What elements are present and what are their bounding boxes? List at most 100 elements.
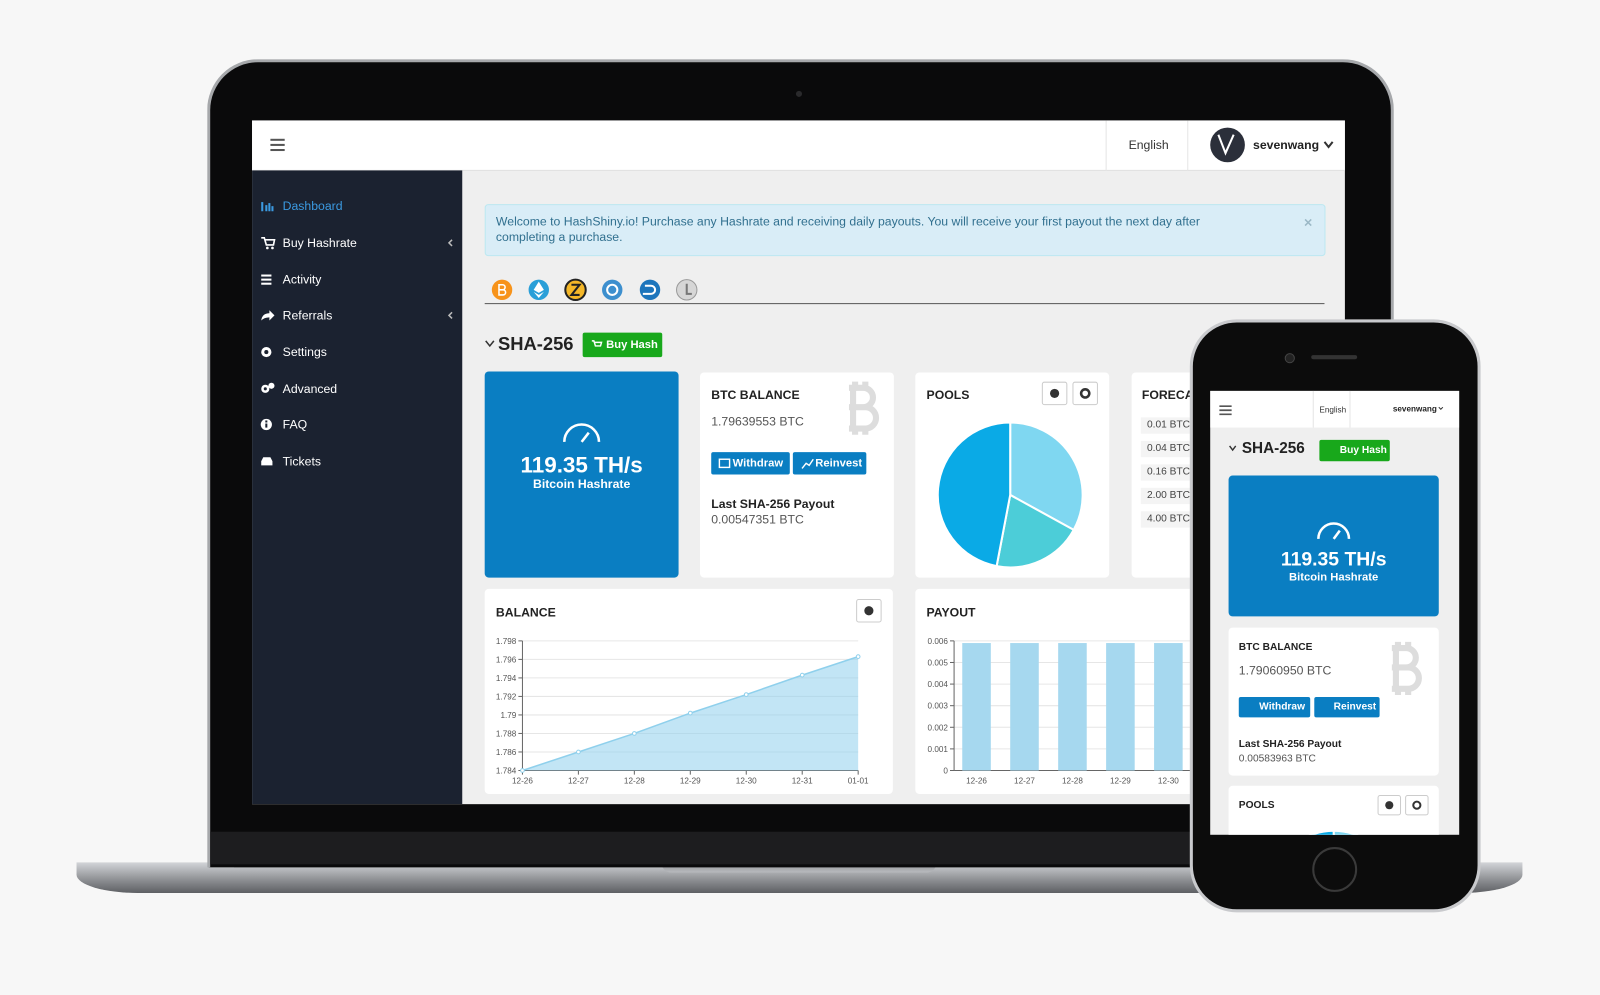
bitcoin-watermark xyxy=(848,381,880,435)
forecast-value: 0.04 BTC xyxy=(1140,440,1197,458)
pie-slice xyxy=(1332,829,1359,835)
withdraw-label[interactable]: Withdraw xyxy=(732,457,784,470)
collapse-icon[interactable] xyxy=(485,340,495,348)
y-tick-label: 1.794 xyxy=(496,674,517,683)
y-tick-label: 0.003 xyxy=(928,702,949,711)
buy-hash-button[interactable] xyxy=(1319,439,1390,462)
y-tick-label: 0.005 xyxy=(928,659,949,668)
section-title: SHA-256 xyxy=(497,333,574,355)
pie-slice xyxy=(936,421,1012,568)
gear-icon xyxy=(1412,800,1422,810)
hashrate-card xyxy=(1228,475,1439,617)
collapse-icon[interactable] xyxy=(1229,445,1237,452)
section-title: SHA-256 xyxy=(1241,439,1305,458)
nav-item[interactable]: Dashboard xyxy=(282,199,343,214)
nav-item[interactable]: Referrals xyxy=(282,308,333,323)
point xyxy=(799,672,805,678)
x-tick-label: 12-27 xyxy=(568,777,589,786)
forecast-value: 0.16 BTC xyxy=(1140,464,1197,481)
gauge-needle xyxy=(1332,529,1341,540)
hashrate-value: 119.35 TH/s xyxy=(1280,549,1387,571)
reinvest-label[interactable]: Reinvest xyxy=(815,457,863,470)
y-tick-label: 0.002 xyxy=(928,723,949,732)
settings-button[interactable] xyxy=(1072,381,1098,406)
y-tick-label: 1.798 xyxy=(496,637,517,646)
withdraw-label[interactable]: Withdraw xyxy=(1259,701,1306,713)
alert-text: Welcome to HashShiny.io! Purchase any Ha… xyxy=(495,214,1200,244)
nav-item[interactable]: Settings xyxy=(282,344,327,360)
language-select[interactable]: English xyxy=(1319,405,1347,415)
reinvest-button[interactable] xyxy=(1314,697,1380,718)
forecast-value: 2.00 BTC xyxy=(1140,487,1197,505)
hashrate-card xyxy=(484,371,679,578)
alert-box xyxy=(484,204,1326,257)
x-tick-label: 01-01 xyxy=(848,777,869,786)
withdraw-button[interactable] xyxy=(1238,697,1311,718)
laptop-screen: 1.784 1.786 1.788 1.79 1.792 1.794 1.796 1.798 1… xyxy=(252,120,1345,805)
screen-content: 1.784 1.786 1.788 1.79 1.792 1.794 1.796 1.798 1… xyxy=(252,120,1345,805)
point xyxy=(632,731,637,736)
reinvest-label[interactable]: Reinvest xyxy=(1333,701,1377,713)
nav-item[interactable]: Tickets xyxy=(282,454,321,469)
nav-item[interactable]: Advanced xyxy=(282,381,338,396)
sidebar-icons xyxy=(260,202,276,466)
buy-hash-label[interactable]: Buy Hash xyxy=(606,338,658,352)
user-chevron[interactable] xyxy=(1438,406,1444,410)
x-tick-label: 12-26 xyxy=(512,777,533,786)
submenu-arrow[interactable] xyxy=(447,239,453,247)
payout-label: Last SHA-256 Payout xyxy=(1238,738,1342,751)
y-tick-label: 1.79 xyxy=(500,711,516,720)
cart-icon xyxy=(591,340,603,347)
settings-button[interactable] xyxy=(1405,794,1429,816)
gauge-icon xyxy=(563,423,601,442)
user-chevron[interactable] xyxy=(1323,141,1334,149)
phone-screen: English sevenwang SHA-256 Buy Hash 119.3… xyxy=(1210,390,1460,835)
language-select[interactable]: English xyxy=(1128,137,1169,153)
y-tick-label: 1.784 xyxy=(496,767,517,776)
y-tick-label: 1.792 xyxy=(496,692,517,701)
info-icon xyxy=(864,606,874,616)
reinvest-button[interactable] xyxy=(792,452,867,475)
card-icon xyxy=(718,458,731,469)
card-title: POOLS xyxy=(926,387,970,403)
balance-card xyxy=(699,372,894,578)
nav-item[interactable]: Buy Hashrate xyxy=(282,235,357,251)
coin-tabs[interactable] xyxy=(491,278,698,302)
payout-label: Last SHA-256 Payout xyxy=(711,496,835,512)
y-tick-label: 1.796 xyxy=(496,655,517,664)
bar xyxy=(962,643,991,771)
pie-slice xyxy=(1009,421,1084,532)
bar xyxy=(1106,643,1135,771)
nav-item[interactable]: FAQ xyxy=(282,417,308,432)
point xyxy=(855,654,861,659)
gauge-icon xyxy=(1317,522,1351,539)
laptop-notch xyxy=(661,862,937,873)
phone-menu-icon[interactable] xyxy=(1219,405,1232,416)
avatar[interactable] xyxy=(1210,127,1245,163)
card-title: POOLS xyxy=(1238,800,1275,812)
gear-icon xyxy=(1079,388,1091,399)
withdraw-button[interactable] xyxy=(711,452,790,475)
forecast-value: 4.00 BTC xyxy=(1140,511,1197,528)
x-tick-label: 12-30 xyxy=(736,777,757,786)
user-name[interactable]: sevenwang xyxy=(1253,137,1320,153)
buy-hash-button[interactable] xyxy=(582,332,663,358)
bar xyxy=(1154,643,1183,771)
info-icon xyxy=(1385,801,1394,810)
hashrate-label: Bitcoin Hashrate xyxy=(1289,571,1379,584)
buy-hash-label[interactable]: Buy Hash xyxy=(1339,444,1387,457)
menu-icon[interactable] xyxy=(270,138,285,152)
x-tick-label: 12-26 xyxy=(966,777,987,786)
point xyxy=(743,692,749,697)
balance-amount: 1.79060950 BTC xyxy=(1238,663,1332,678)
submenu-arrow[interactable] xyxy=(447,311,453,319)
info-icon xyxy=(1049,388,1060,399)
phone-earpiece xyxy=(1311,355,1358,360)
alert-close[interactable] xyxy=(1304,218,1312,227)
y-tick-label: 0.004 xyxy=(928,680,949,689)
phone-home-button[interactable] xyxy=(1312,847,1358,892)
nav-item[interactable]: Activity xyxy=(282,272,322,287)
user-name[interactable]: sevenwang xyxy=(1392,404,1437,414)
